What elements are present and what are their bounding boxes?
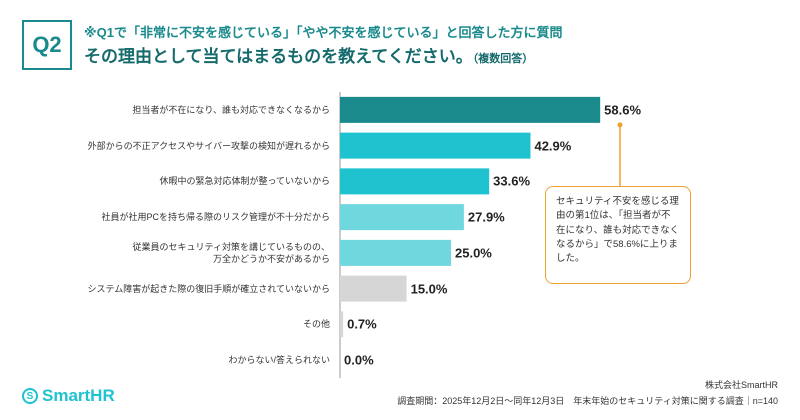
- value-label: 42.9%: [534, 138, 572, 154]
- chart-title: その理由として当てはまるものを教えてください。: [84, 47, 473, 66]
- category-label: 従業員のセキュリティ対策を講じているものの、 万全かどうか不安があるから: [132, 241, 330, 264]
- category-label: 社員が社用PCを持ち帰る際のリスク管理が不十分だから: [101, 212, 330, 223]
- value-label: 25.0%: [455, 245, 492, 261]
- logo-text: SmartHR: [42, 386, 115, 405]
- logo-icon: S: [22, 388, 38, 404]
- bar: [340, 239, 451, 266]
- bar: [340, 132, 531, 159]
- bar: [340, 275, 407, 302]
- value-label: 27.9%: [467, 209, 505, 225]
- category-label: 外部からの不正アクセスやサイバー攻撃の検知が遅れるから: [87, 140, 330, 151]
- value-label: 0.7%: [347, 316, 377, 332]
- company: 株式会社SmartHR: [704, 380, 778, 390]
- question-text: ※Q1で「非常に不安を感じている」「やや不安を感じている」と回答した方に質問: [84, 25, 563, 40]
- title-note: （複数回答）: [472, 53, 534, 65]
- callout-dot: [617, 122, 623, 128]
- category-label: 休暇中の緊急対応体制が整っていないから: [159, 176, 330, 187]
- bar: [340, 168, 490, 195]
- survey-info: 調査期間：2025年12月2日〜同年12月3日 年末年始のセキュリティ対策に関す…: [397, 396, 778, 406]
- category-label: 担当者が不在になり、誰も対応できなくなるから: [132, 104, 330, 115]
- category-label: その他: [302, 319, 330, 330]
- value-label: 0.0%: [344, 352, 374, 368]
- bar: [340, 204, 464, 231]
- title-wrap: その理由として当てはまるものを教えてください。（複数回答）: [84, 42, 533, 67]
- value-label: 33.6%: [493, 173, 531, 189]
- question-badge: Q2: [22, 20, 72, 70]
- logo: S SmartHR: [22, 386, 115, 406]
- bar: [340, 311, 344, 338]
- value-label: 15.0%: [410, 281, 448, 297]
- bar: [340, 96, 601, 123]
- annotation: セキュリティ不安を感じる理由の第1位は、「担当者が不在になり、誰も対応できなくな…: [545, 186, 691, 284]
- category-label: わからない/答えられない: [228, 355, 330, 366]
- category-label: システム障害が起きた際の復旧手順が確立されていないから: [87, 283, 330, 294]
- value-label: 58.6%: [604, 102, 642, 118]
